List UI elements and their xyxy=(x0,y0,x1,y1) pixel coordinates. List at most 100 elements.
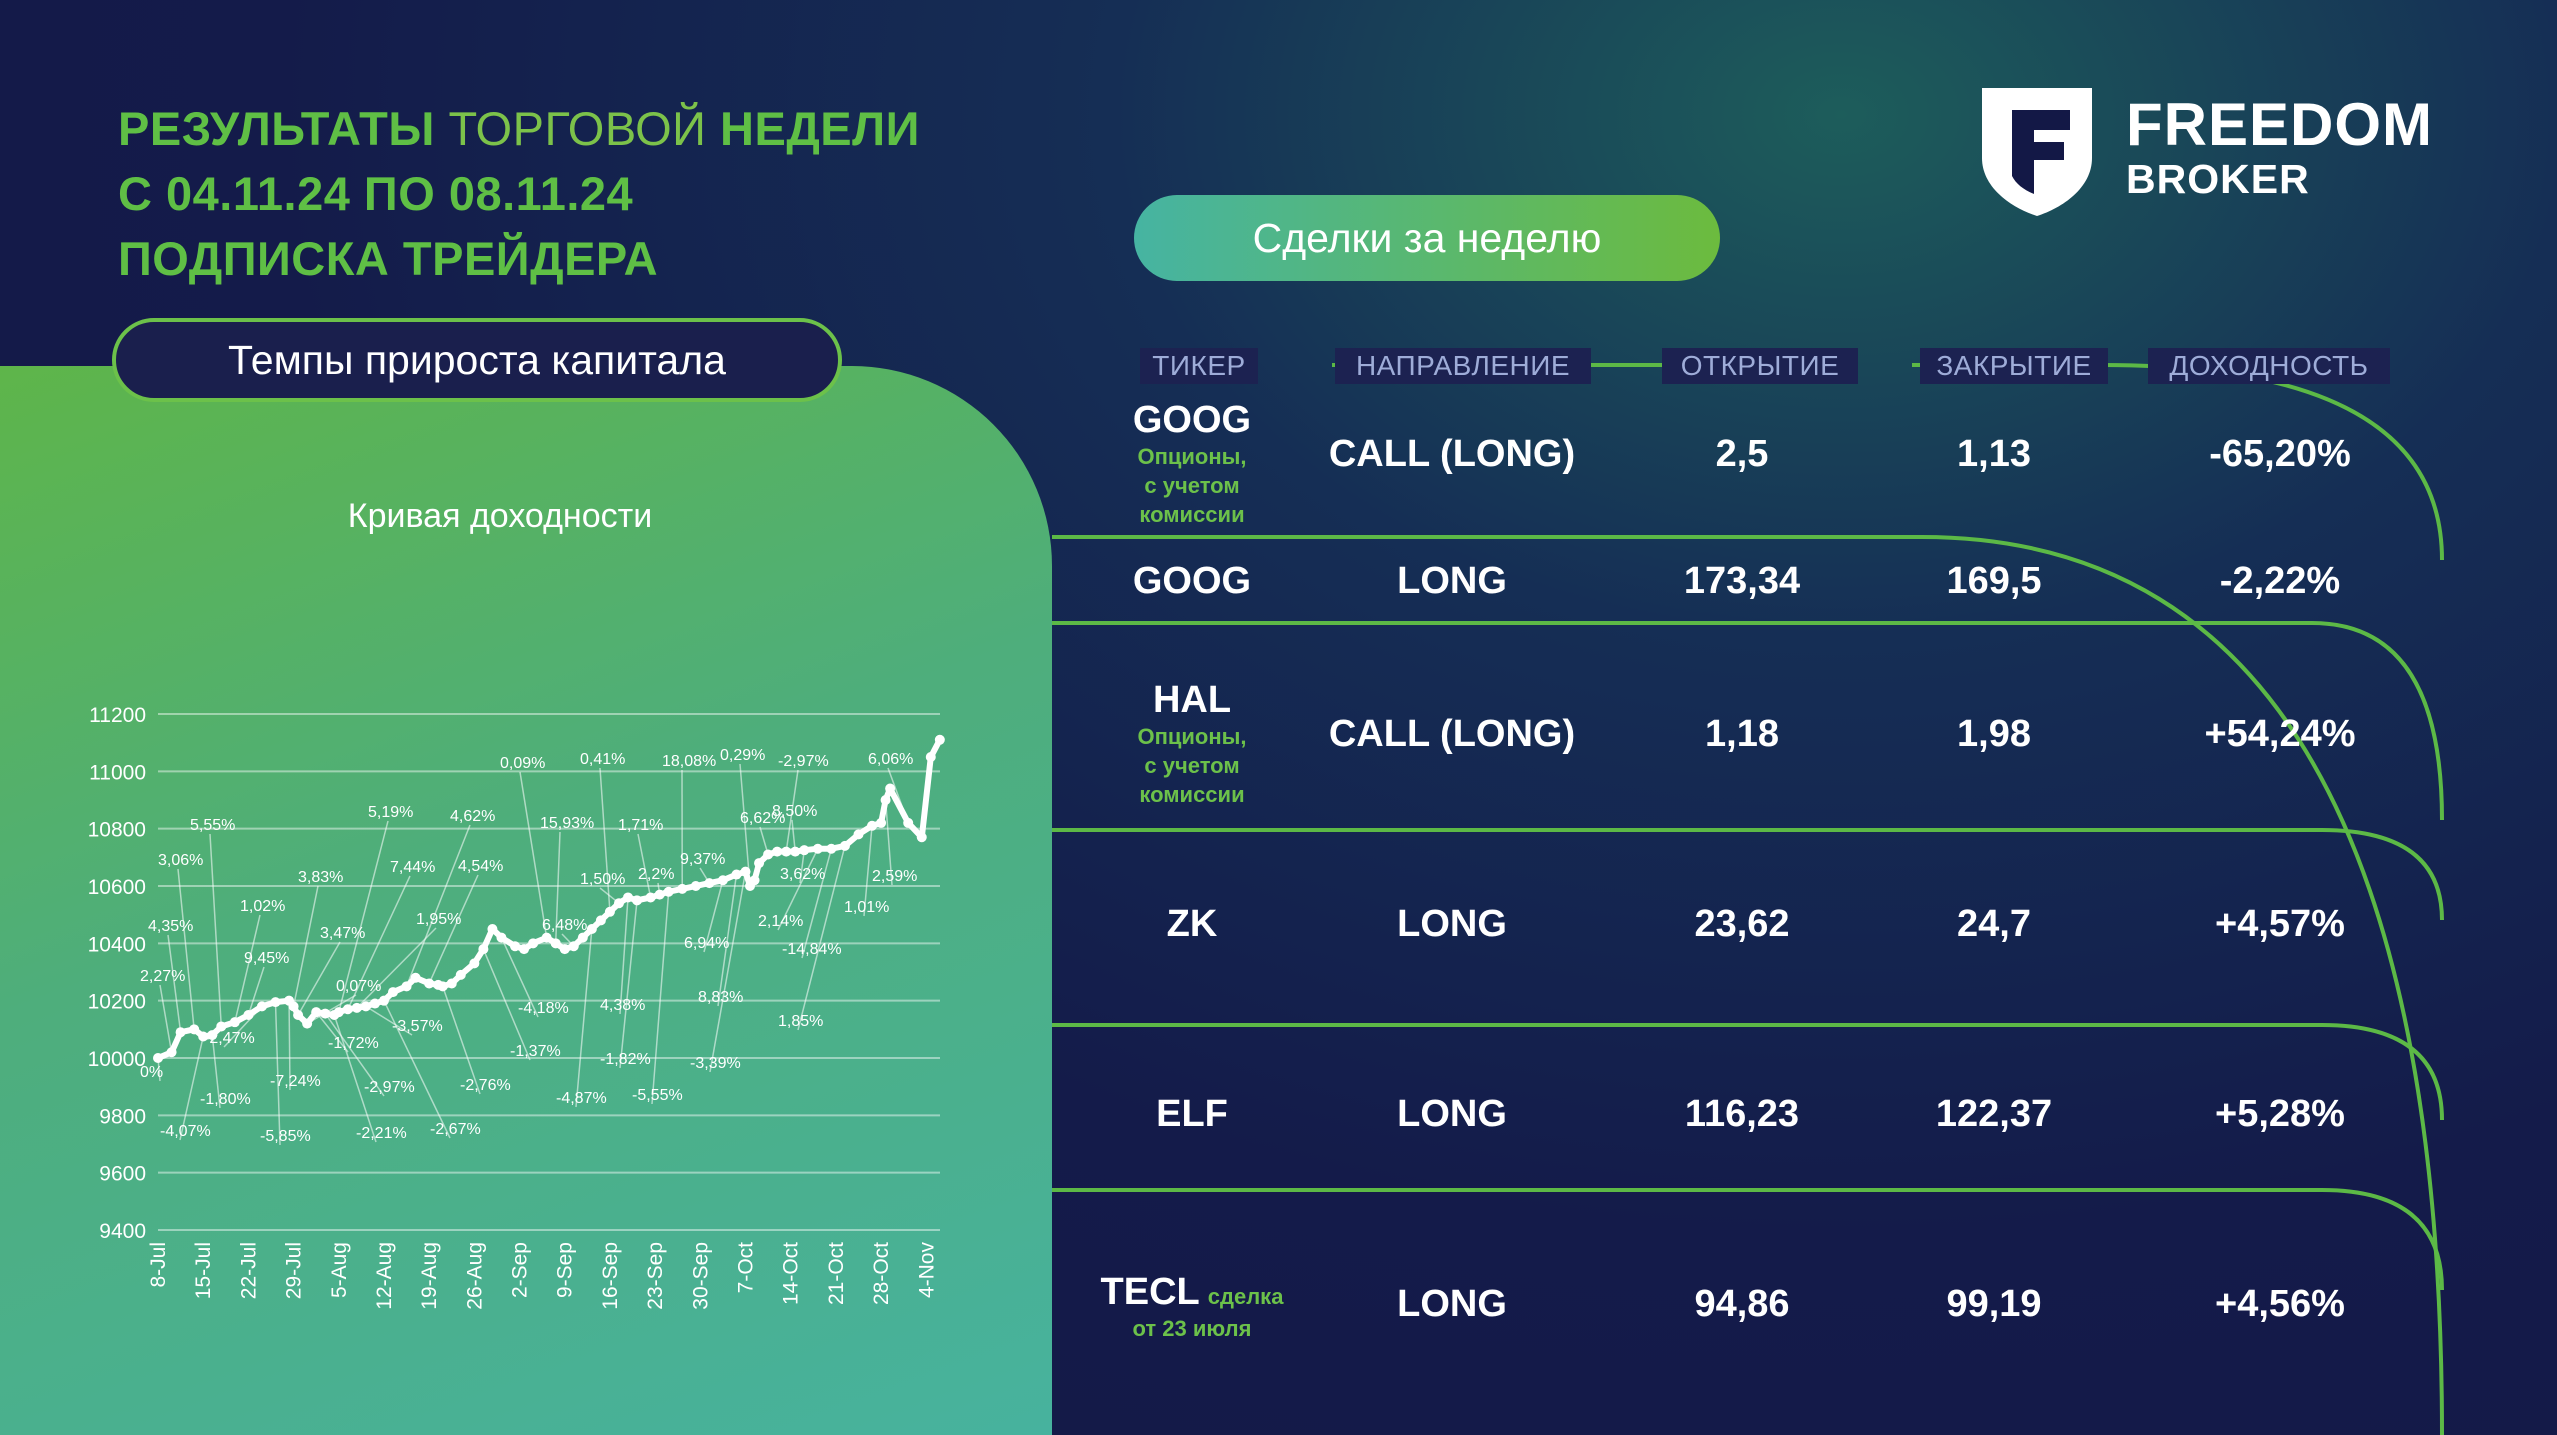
x-tick-label: 23-Sep xyxy=(644,1242,667,1310)
y-tick-label: 11000 xyxy=(89,761,146,784)
annotation-leader xyxy=(717,874,738,1007)
y-tick-label: 9600 xyxy=(99,1163,146,1186)
annotation-leader xyxy=(863,825,873,917)
data-point xyxy=(559,944,570,955)
data-point xyxy=(754,858,765,869)
brand-line-1: FREEDOM xyxy=(2126,91,2433,158)
cell-direction: CALL (LONG) xyxy=(1328,433,1576,475)
annotation-label: 0,29% xyxy=(720,747,765,764)
annotation-label: -3,57% xyxy=(392,1018,443,1035)
shield-logo-icon xyxy=(1982,88,2092,216)
cell-close: 1,13 xyxy=(1957,433,2031,475)
ticker-cell: GOOG xyxy=(1092,560,1292,603)
x-tick-label: 28-Oct xyxy=(870,1242,893,1305)
y-tick-label: 11200 xyxy=(89,704,146,727)
data-point xyxy=(388,987,399,998)
ticker-note: Опционы, xyxy=(1137,724,1247,749)
ticker-inline-note: сделка xyxy=(1207,1284,1284,1309)
ticker-cell: GOOG Опционы, с учетом комиссии xyxy=(1092,399,1292,529)
y-tick-label: 10800 xyxy=(88,819,146,842)
annotation-leader xyxy=(599,767,611,912)
deals-week-label: Сделки за неделю xyxy=(1134,195,1720,281)
annotation-leader xyxy=(651,891,670,1105)
cell-yield: +4,56% xyxy=(2215,1283,2345,1325)
annotation-leader xyxy=(619,897,629,1015)
data-point xyxy=(528,938,539,949)
data-point xyxy=(189,1024,200,1035)
annotation-leader xyxy=(797,845,846,1031)
data-point xyxy=(916,832,927,843)
cell-open: 1,18 xyxy=(1705,713,1779,755)
annotation-leader xyxy=(234,914,261,1023)
ticker-note: от 23 июля xyxy=(1132,1316,1252,1341)
ticker-note: Опционы, xyxy=(1137,444,1247,469)
ticker-note: комиссии xyxy=(1139,782,1245,807)
annotation-label: -3,39% xyxy=(690,1055,741,1072)
annotation-leader xyxy=(703,880,724,953)
y-tick-label: 9800 xyxy=(99,1105,146,1128)
annotation-leader xyxy=(801,848,833,959)
annotation-label: -1,80% xyxy=(200,1091,251,1108)
header-ticker: ТИКЕР xyxy=(1140,348,1258,384)
annotation-label: -7,24% xyxy=(270,1073,321,1090)
cell-open: 94,86 xyxy=(1694,1283,1790,1325)
annotation-label: 6,62% xyxy=(740,810,785,827)
annotation-label: 4,54% xyxy=(458,858,503,875)
annotation-leader xyxy=(709,871,747,1073)
annotation-label: -5,55% xyxy=(632,1087,683,1104)
data-point xyxy=(677,883,688,894)
data-point xyxy=(885,783,896,794)
annotation-label: 2,27% xyxy=(140,968,185,985)
annotation-leader xyxy=(338,820,389,1013)
data-point xyxy=(378,995,389,1006)
ticker-note: с учетом xyxy=(1144,753,1240,778)
title-bold-2: НЕДЕЛИ xyxy=(720,102,920,155)
annotation-leader xyxy=(159,984,173,1053)
x-tick-label: 8-Jul xyxy=(147,1242,170,1288)
title-dates: С 04.11.24 ПО 08.11.24 xyxy=(118,167,634,220)
y-tick-label: 10000 xyxy=(88,1048,146,1071)
annotation-label: 1,85% xyxy=(778,1013,823,1030)
capital-growth-label: Темпы прироста капитала xyxy=(112,318,842,402)
annotation-leader xyxy=(887,767,909,824)
annotation-leader xyxy=(167,934,182,1033)
x-tick-label: 12-Aug xyxy=(373,1242,396,1310)
ticker-cell: ZK xyxy=(1092,903,1292,946)
page-title: РЕЗУЛЬТАТЫ ТОРГОВОЙ НЕДЕЛИ С 04.11.24 ПО… xyxy=(118,96,920,291)
annotation-leader xyxy=(699,867,710,884)
annotation-leader xyxy=(177,868,195,1030)
annotation-label: -2,76% xyxy=(460,1077,511,1094)
ticker-cell: HAL Опционы, с учетом комиссии xyxy=(1092,679,1292,809)
data-point xyxy=(690,881,701,891)
annotation-leader xyxy=(211,1034,221,1109)
annotation-label: 8,83% xyxy=(698,989,743,1006)
cell-direction: LONG xyxy=(1397,1283,1507,1325)
x-tick-label: 22-Jul xyxy=(237,1242,260,1299)
annotation-label: -4,07% xyxy=(160,1123,211,1140)
ticker-symbol: ZK xyxy=(1166,903,1218,945)
chart-title: Кривая доходности xyxy=(347,497,653,535)
annotation-leader xyxy=(209,833,223,1027)
annotation-label: 6,06% xyxy=(868,751,913,768)
annotation-label: 2,2% xyxy=(638,866,674,883)
annotation-label: 4,62% xyxy=(450,808,495,825)
x-tick-label: 14-Oct xyxy=(780,1242,803,1305)
data-point xyxy=(645,892,656,903)
annotation-leader xyxy=(759,826,769,855)
annotation-leader xyxy=(288,1000,291,1091)
data-point xyxy=(867,820,878,831)
ticker-note: комиссии xyxy=(1139,502,1245,527)
annotation-leader xyxy=(637,833,652,898)
annotation-label: 3,62% xyxy=(780,866,825,883)
annotation-label: 3,83% xyxy=(298,869,343,886)
annotation-label: -2,21% xyxy=(356,1125,407,1142)
annotation-leader xyxy=(306,994,357,1025)
annotation-leader xyxy=(799,850,805,884)
annotation-label: 0,09% xyxy=(500,755,545,772)
annotation-leader xyxy=(575,928,593,1108)
annotation-label: -1,37% xyxy=(510,1043,561,1060)
data-point xyxy=(410,972,421,983)
data-point xyxy=(469,958,480,969)
annotation-label: 1,95% xyxy=(416,911,461,928)
annotation-label: 9,37% xyxy=(680,851,725,868)
